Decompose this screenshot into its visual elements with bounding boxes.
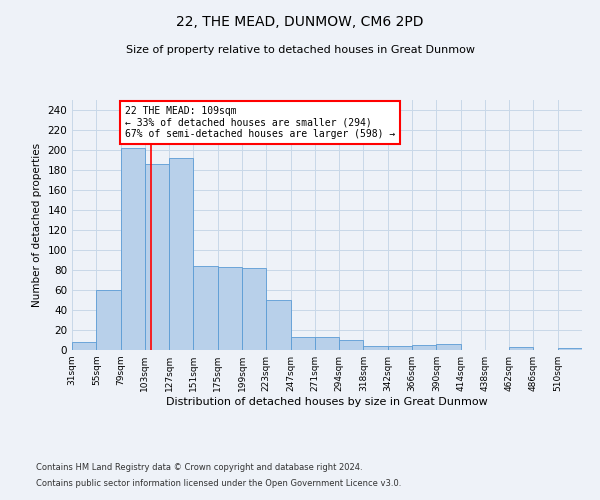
Bar bbox=[218, 267, 242, 350]
Bar bbox=[290, 337, 315, 350]
Text: Contains public sector information licensed under the Open Government Licence v3: Contains public sector information licen… bbox=[36, 478, 401, 488]
Bar bbox=[558, 348, 582, 350]
X-axis label: Distribution of detached houses by size in Great Dunmow: Distribution of detached houses by size … bbox=[166, 397, 488, 407]
Bar bbox=[169, 158, 193, 350]
Bar bbox=[436, 344, 461, 350]
Bar bbox=[72, 342, 96, 350]
Bar bbox=[193, 266, 218, 350]
Text: Contains HM Land Registry data © Crown copyright and database right 2024.: Contains HM Land Registry data © Crown c… bbox=[36, 464, 362, 472]
Bar bbox=[315, 337, 339, 350]
Text: 22, THE MEAD, DUNMOW, CM6 2PD: 22, THE MEAD, DUNMOW, CM6 2PD bbox=[176, 15, 424, 29]
Bar bbox=[96, 290, 121, 350]
Bar bbox=[388, 346, 412, 350]
Bar bbox=[364, 346, 388, 350]
Bar bbox=[509, 347, 533, 350]
Bar bbox=[121, 148, 145, 350]
Bar bbox=[145, 164, 169, 350]
Bar bbox=[242, 268, 266, 350]
Text: Size of property relative to detached houses in Great Dunmow: Size of property relative to detached ho… bbox=[125, 45, 475, 55]
Bar bbox=[266, 300, 290, 350]
Text: 22 THE MEAD: 109sqm
← 33% of detached houses are smaller (294)
67% of semi-detac: 22 THE MEAD: 109sqm ← 33% of detached ho… bbox=[125, 106, 395, 139]
Bar bbox=[339, 340, 364, 350]
Bar bbox=[412, 345, 436, 350]
Y-axis label: Number of detached properties: Number of detached properties bbox=[32, 143, 42, 307]
